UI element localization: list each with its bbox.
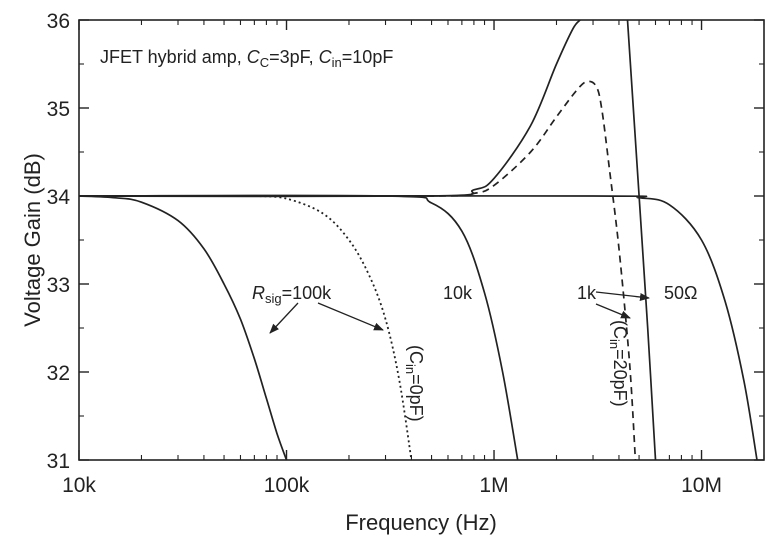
axis-tick-labels: 10k 100k 1M 10M 31 32 33 34 35 36 bbox=[47, 10, 722, 497]
series-line-2 bbox=[254, 195, 413, 460]
series-line-3 bbox=[79, 194, 519, 460]
cin20-open: (C bbox=[610, 320, 630, 339]
label-10k: 10k bbox=[443, 283, 473, 303]
title-prefix: JFET hybrid amp, bbox=[100, 47, 247, 67]
chart-title: JFET hybrid amp, CC=3pF, Cin=10pF bbox=[100, 47, 393, 70]
y-tick-label: 34 bbox=[47, 186, 71, 209]
arrow-1k-solid bbox=[595, 291, 650, 301]
rsig-symbol: R bbox=[252, 283, 265, 303]
label-1k: 1k bbox=[577, 283, 597, 303]
series-line-1 bbox=[79, 195, 288, 460]
series-line-7 bbox=[79, 195, 758, 460]
y-tick-label: 32 bbox=[47, 362, 70, 385]
title-cc-symbol: C bbox=[247, 47, 261, 67]
arrow-1k-dashed bbox=[595, 303, 631, 319]
x-tick-label: 1M bbox=[479, 474, 508, 497]
title-cin-symbol: C bbox=[319, 47, 333, 67]
y-tick-label: 31 bbox=[47, 450, 70, 473]
arrow-rsig-solid bbox=[269, 302, 299, 334]
label-50ohm: 50Ω bbox=[664, 283, 697, 303]
y-axis-label: Voltage Gain (dB) bbox=[20, 153, 45, 327]
title-cin-subscript: in bbox=[332, 55, 342, 70]
y-tick-label: 35 bbox=[47, 98, 70, 121]
title-cc-subscript: C bbox=[260, 55, 269, 70]
axis-ticks bbox=[78, 19, 765, 461]
rsig-value: =100k bbox=[282, 283, 333, 303]
series-layer bbox=[79, 20, 758, 460]
rsig-label: Rsig=100k bbox=[252, 283, 332, 306]
rsig-subscript: sig bbox=[265, 291, 282, 306]
x-tick-label: 10M bbox=[681, 474, 722, 497]
title-cin-value: =10pF bbox=[342, 47, 394, 67]
x-tick-label: 10k bbox=[62, 474, 96, 497]
cin20-value: =20pF) bbox=[610, 349, 630, 407]
series-line-4 bbox=[79, 80, 637, 460]
y-tick-label: 36 bbox=[47, 10, 70, 33]
cin20-subscript: in bbox=[607, 339, 622, 349]
series-line-6 bbox=[626, 20, 657, 460]
cin0-value: =0pF) bbox=[406, 374, 426, 422]
x-axis-label: Frequency (Hz) bbox=[345, 510, 497, 535]
cin0-subscript: in bbox=[403, 364, 418, 374]
y-tick-label: 33 bbox=[47, 274, 70, 297]
x-tick-label: 100k bbox=[264, 474, 310, 497]
title-cc-value: =3pF, bbox=[269, 47, 319, 67]
cin20-label: (Cin=20pF) bbox=[607, 320, 630, 407]
cin0-label: (Cin=0pF) bbox=[403, 345, 426, 422]
arrow-rsig-dotted bbox=[317, 302, 384, 331]
cin0-open: (C bbox=[406, 345, 426, 364]
